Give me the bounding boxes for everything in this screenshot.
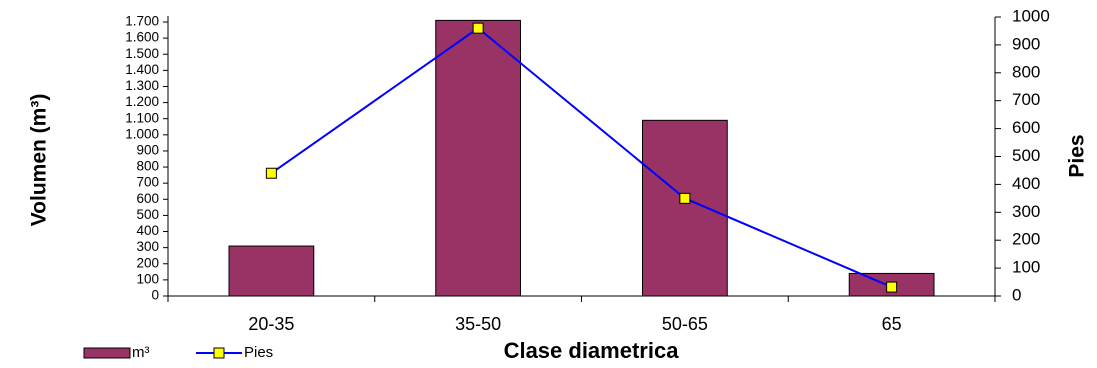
y-tick-label: 1.600 (125, 30, 159, 45)
y-tick-label: 0 (151, 288, 159, 303)
y-tick-label: 900 (136, 143, 159, 158)
y2-tick-label: 800 (1012, 62, 1040, 81)
marker (265, 167, 277, 179)
marker (886, 281, 898, 293)
x-tick-label: 65 (882, 314, 902, 334)
y2-tick-label: 400 (1012, 174, 1040, 193)
line (270, 26, 893, 288)
y2-tick-label: 600 (1012, 118, 1040, 137)
legend-marker (213, 347, 225, 359)
y-tick-label: 700 (136, 175, 159, 190)
y-axis-label: Volumen (m³) (28, 94, 51, 227)
y2-tick-label: 200 (1012, 230, 1040, 249)
y2-tick-label: 300 (1012, 202, 1040, 221)
y2-tick-label: 900 (1012, 34, 1040, 53)
y-tick-label: 1.500 (125, 46, 159, 61)
y-tick-label: 400 (136, 223, 159, 238)
x-tick-label: 50-65 (662, 314, 708, 334)
y2-tick-label: 1000 (1012, 6, 1050, 25)
y-tick-label: 300 (136, 239, 159, 254)
y-tick-label: 600 (136, 191, 159, 206)
y2-tick-label: 100 (1012, 258, 1040, 277)
y-tick-label: 1.000 (125, 126, 159, 141)
legend-label: Pies (244, 344, 273, 361)
y-tick-label: 1.400 (125, 62, 159, 77)
x-tick-label: 20-35 (248, 314, 294, 334)
x-axis-label: Clase diametrica (504, 338, 680, 363)
y2-axis-label: Pies (1066, 134, 1089, 177)
legend-label: m³ (132, 344, 150, 361)
y-tick-label: 1.100 (125, 110, 159, 125)
y-tick-label: 100 (136, 271, 159, 286)
bar (435, 19, 522, 297)
y-tick-label: 1.200 (125, 94, 159, 109)
y-tick-label: 1.300 (125, 78, 159, 93)
y2-tick-label: 0 (1012, 285, 1021, 304)
y2-tick-label: 500 (1012, 146, 1040, 165)
y-tick-label: 800 (136, 159, 159, 174)
x-tick-label: 35-50 (455, 314, 501, 334)
y-tick-label: 1.700 (125, 14, 159, 29)
y-tick-label: 200 (136, 255, 159, 270)
bar (641, 119, 728, 297)
marker (679, 192, 691, 204)
bar (228, 245, 315, 297)
y-tick-label: 500 (136, 207, 159, 222)
legend-swatch (83, 347, 131, 359)
y2-tick-label: 700 (1012, 90, 1040, 109)
marker (472, 22, 484, 34)
